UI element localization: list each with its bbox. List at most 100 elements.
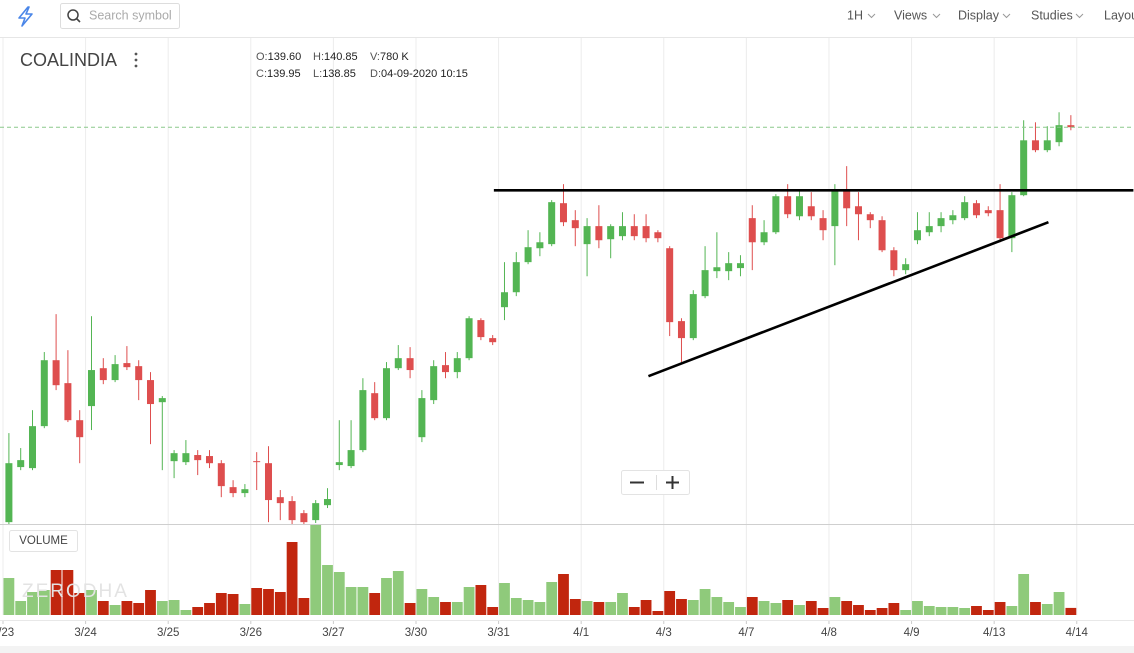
volume-bar — [534, 602, 546, 615]
x-tick-label: 4/3 — [656, 627, 672, 639]
candle-body — [217, 463, 225, 487]
candle-body — [1067, 125, 1075, 128]
candle-body — [571, 220, 579, 229]
candle-body — [441, 365, 449, 373]
x-tick-label: 3/23 — [0, 627, 14, 639]
volume-bar — [392, 571, 404, 615]
search-placeholder[interactable]: Search symbol — [89, 8, 172, 22]
candle-body — [453, 358, 461, 373]
volume-bar — [168, 600, 180, 615]
chevron — [932, 13, 941, 19]
volume-bar — [699, 589, 711, 615]
volume-bar — [900, 610, 912, 615]
candle-body — [854, 206, 862, 215]
ohlc-key: C: — [256, 68, 267, 80]
volume-bar — [723, 602, 735, 615]
x-tick-label: 4/7 — [738, 627, 754, 639]
candle-body — [158, 398, 166, 403]
volume-bar — [369, 593, 381, 615]
bottom-strip — [0, 646, 1134, 653]
menu-dot — [134, 64, 138, 68]
candle-body — [253, 461, 261, 463]
volume-bar — [805, 601, 817, 615]
trend-line — [647, 220, 1049, 378]
volume-bar — [1030, 602, 1041, 615]
candle-body — [595, 226, 603, 241]
candle-body — [760, 232, 768, 243]
candle-body — [52, 360, 60, 386]
search-icon — [75, 17, 81, 23]
layout-menu[interactable]: Layout — [1104, 8, 1134, 22]
candle-body — [524, 247, 532, 263]
volume-bar — [15, 601, 27, 615]
candle-body — [64, 383, 72, 421]
ohlc-key: V: — [370, 51, 380, 63]
volume-bar — [912, 601, 923, 615]
zoom-control — [621, 470, 690, 495]
candle-body — [99, 368, 107, 381]
volume-bar — [569, 599, 581, 615]
candle-body — [347, 450, 355, 467]
volume-bar — [628, 607, 640, 615]
volume-bar — [687, 600, 699, 615]
studies-menu[interactable]: Studies — [1031, 8, 1073, 22]
volume-bar — [62, 570, 74, 615]
ohlc-info: O:139.60 H:140.85 V:780 K C:139.95 L:138.85 D… — [256, 51, 468, 80]
ohlc-key: H: — [313, 51, 324, 63]
search-box[interactable] — [60, 3, 180, 29]
candle-body — [736, 263, 744, 269]
volume-bar — [935, 607, 947, 615]
volume-bar — [864, 610, 876, 615]
ohlc-value: 139.60 — [268, 51, 302, 63]
volume-bar — [1006, 606, 1018, 615]
volume-bar — [345, 587, 357, 615]
volume-bar — [133, 603, 145, 615]
views-menu[interactable]: Views — [894, 8, 927, 22]
candle-body — [748, 218, 756, 243]
x-tick-label: 3/27 — [322, 627, 344, 639]
candle-body — [394, 358, 402, 369]
candle-body — [666, 248, 674, 323]
candle-body — [406, 358, 414, 371]
candle-body — [972, 203, 980, 216]
volume-bar — [3, 578, 15, 615]
volume-bar — [617, 593, 628, 615]
candle-body — [996, 210, 1004, 239]
volume-bar — [286, 542, 298, 615]
candle-body — [878, 220, 886, 251]
candle-body — [323, 499, 331, 506]
volume-bar — [817, 608, 829, 615]
volume-bar — [888, 603, 900, 615]
volume-bar — [227, 594, 239, 615]
candle-body — [677, 321, 685, 339]
drawings — [0, 126, 1134, 378]
candle-body — [961, 202, 969, 219]
volume-bar — [251, 588, 263, 615]
volume-bar — [215, 593, 227, 615]
candle-body — [925, 226, 933, 233]
volume-bar — [758, 601, 770, 615]
candle-body — [489, 338, 497, 343]
candle-body — [1055, 125, 1063, 143]
logo-icon[interactable] — [18, 6, 33, 27]
volume-bar — [640, 600, 652, 615]
candle-body — [87, 370, 95, 407]
ohlc-value: 780 K — [380, 51, 409, 63]
candle-body — [902, 264, 910, 271]
volume-bar — [109, 605, 121, 615]
candle-body — [194, 455, 202, 461]
interval-menu[interactable]: 1H — [847, 8, 863, 22]
volume-pane — [3, 524, 1077, 615]
watermark: ZERODHA — [22, 581, 129, 602]
ohlc-value: 04-09-2020 10:15 — [381, 68, 468, 80]
display-menu[interactable]: Display — [958, 8, 1000, 22]
menu-dot[interactable] — [134, 52, 138, 56]
x-tick-label: 3/25 — [157, 627, 179, 639]
x-tick-label: 4/14 — [1066, 627, 1089, 639]
candle-body — [1020, 140, 1028, 196]
candles — [5, 112, 1075, 526]
candle-body — [205, 456, 213, 464]
